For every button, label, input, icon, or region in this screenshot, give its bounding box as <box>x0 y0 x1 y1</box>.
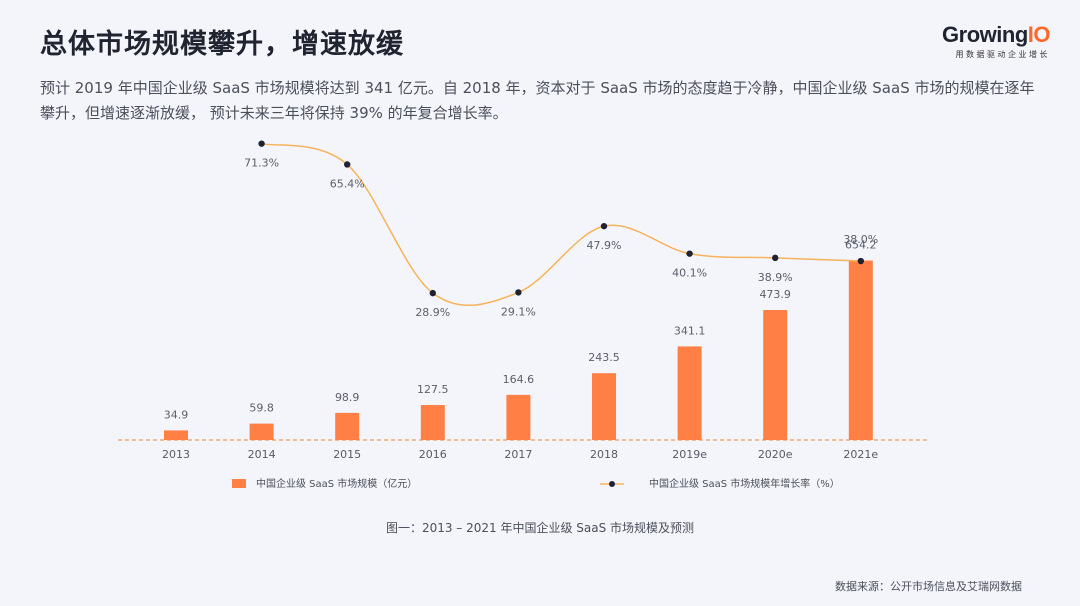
x-tick-2019e: 2019e <box>672 448 707 461</box>
growth-point-2020e <box>772 254 779 262</box>
bar-label-2019e: 341.1 <box>674 324 706 337</box>
bar-label-2020e: 473.9 <box>759 288 791 301</box>
bar-label-2015: 98.9 <box>335 391 360 404</box>
bar-2019e <box>677 346 702 440</box>
x-tick-2016: 2016 <box>419 448 447 461</box>
bar-2013 <box>164 430 188 440</box>
growth-label-2021e: 38.0% <box>843 233 878 246</box>
growth-label-2020e: 38.9% <box>758 271 793 284</box>
growth-point-2016 <box>429 289 436 297</box>
data-source-note: 数据来源：公开市场信息及艾瑞网数据 <box>835 580 1022 593</box>
x-tick-2014: 2014 <box>248 448 276 461</box>
growth-point-2018 <box>600 222 608 230</box>
bar-2016 <box>420 405 445 440</box>
growth-label-2015: 65.4% <box>330 177 365 190</box>
growth-label-2014: 71.3% <box>244 157 279 170</box>
bar-label-2014: 59.8 <box>249 402 274 415</box>
logo-wordmark-accent: IO <box>1027 22 1051 47</box>
bar-2018 <box>592 373 616 440</box>
growth-point-2019e <box>686 250 693 257</box>
bar-2017 <box>506 394 531 440</box>
logo-wordmark-main: Growing <box>942 22 1028 47</box>
growth-label-2019e: 40.1% <box>672 267 707 280</box>
legend-line-marker <box>609 481 615 487</box>
bar-label-2018: 243.5 <box>588 351 620 364</box>
logo-wordmark: GrowingIO <box>930 22 1050 48</box>
lead-paragraph: 预计 2019 年中国企业级 SaaS 市场规模将达到 341 亿元。自 201… <box>40 79 1035 122</box>
growth-point-2017 <box>515 289 522 296</box>
bar-2021e <box>848 260 873 440</box>
bar-2015 <box>335 412 360 440</box>
bar-label-2016: 127.5 <box>417 383 449 396</box>
growth-point-2014 <box>258 140 265 147</box>
page-title: 总体市场规模攀升，增速放缓 <box>40 29 404 60</box>
growingio-logo: GrowingIO 用数据驱动企业增长 <box>930 22 1050 60</box>
x-tick-2015: 2015 <box>333 448 361 461</box>
bar-label-2021e: 654.2 <box>845 239 877 252</box>
growth-rate-line <box>261 142 861 307</box>
bar-label-2013: 34.9 <box>164 408 189 421</box>
x-tick-2020e: 2020e <box>758 448 793 461</box>
legend-line-label: 中国企业级 SaaS 市场规模年增长率（%） <box>649 477 840 490</box>
chart-caption: 图一：2013 – 2021 年中国企业级 SaaS 市场规模及预测 <box>386 520 694 535</box>
x-tick-2018: 2018 <box>590 448 618 461</box>
growth-label-2017: 29.1% <box>501 305 536 318</box>
bar-label-2017: 164.6 <box>503 373 535 386</box>
legend-bar-swatch <box>232 479 246 488</box>
bar-2014 <box>249 423 274 440</box>
growth-label-2016: 28.9% <box>415 306 450 319</box>
growth-point-2015 <box>344 161 351 168</box>
x-tick-2021e: 2021e <box>843 448 878 461</box>
x-tick-2017: 2017 <box>504 448 532 461</box>
logo-tagline: 用数据驱动企业增长 <box>955 50 1050 59</box>
growth-label-2018: 47.9% <box>587 239 622 252</box>
growth-point-2021e <box>857 257 864 265</box>
legend-bar-label: 中国企业级 SaaS 市场规模（亿元） <box>256 477 417 490</box>
bar-2020e <box>763 310 788 440</box>
x-tick-2013: 2013 <box>162 448 190 461</box>
